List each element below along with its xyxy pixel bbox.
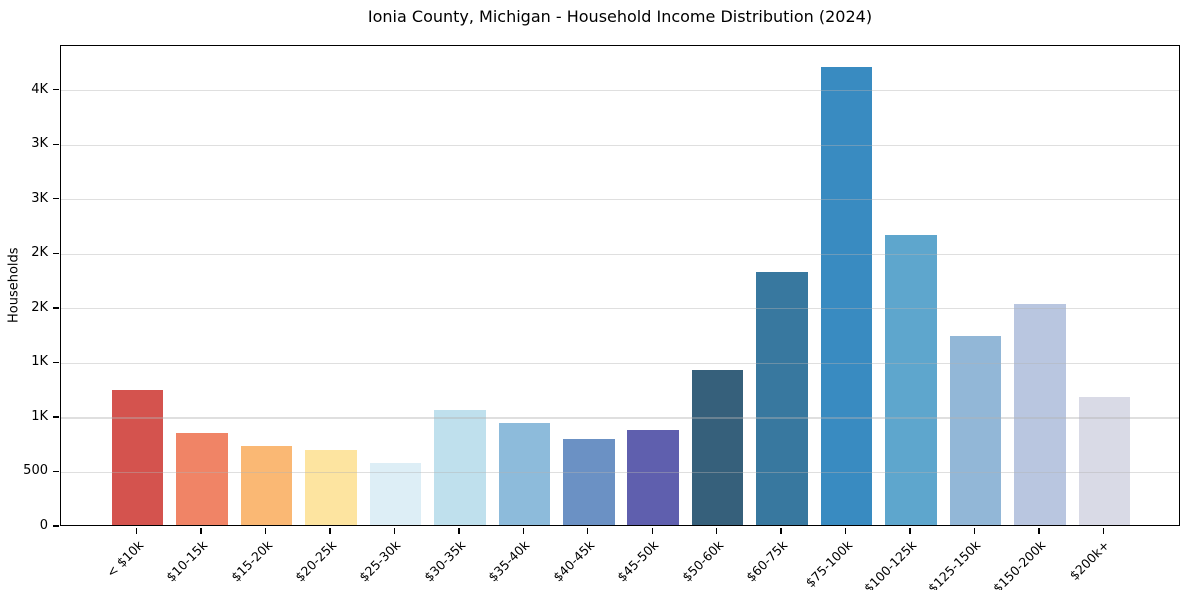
x-tick [1038,527,1040,534]
bar-$10-15k [176,432,228,525]
gridline [61,417,1179,419]
y-tick-label: 2K [31,299,48,315]
bar-$30-35k [434,409,486,525]
x-tick [651,527,653,534]
y-tick [52,198,59,200]
x-tick [973,527,976,534]
bar-$100-125k [885,235,937,525]
y-tick [52,470,59,473]
x-tick [458,527,460,534]
bar-< $10k [111,390,164,525]
x-tick [200,527,202,534]
gridline [61,90,1179,92]
x-tick [844,527,847,534]
y-tick-label: 3K [31,190,48,206]
x-tick [587,527,589,534]
y-tick-label: 1K [31,354,48,370]
y-tick-label: 1K [31,408,48,424]
gridline [61,253,1179,255]
bar-$150-200k [1014,304,1066,525]
x-tick [329,527,331,534]
y-tick-label: 4K [31,81,48,97]
gridline [61,308,1179,310]
x-tick-label: < $10k [103,537,146,581]
y-tick-label: 500 [23,463,48,479]
gridline [61,144,1179,146]
bar-$35-40k [498,423,551,525]
x-tick [393,527,396,534]
y-tick [52,525,59,527]
x-tick [1102,527,1104,534]
bar-$25-30k [369,463,422,525]
y-tick [52,89,59,91]
x-tick [780,527,782,534]
y-tick [52,252,59,254]
y-tick [52,143,59,145]
y-tick [52,307,59,309]
bar-$40-45k [563,439,615,525]
bar-$125-150k [949,336,1002,525]
bar-$50-60k [691,370,744,525]
x-tick [264,527,267,534]
x-tick [909,527,911,534]
y-tick-label: 2K [31,245,48,261]
y-axis-title: Households [6,247,22,324]
bar-$20-25k [305,449,357,525]
gridline [61,199,1179,201]
bar-$45-50k [627,429,679,525]
bar-$15-20k [240,445,293,525]
y-tick [52,361,59,364]
gridline [61,362,1179,364]
gridline [61,471,1179,474]
plot-area [60,45,1180,526]
y-tick [52,416,59,418]
y-tick-label: 3K [31,136,48,152]
bar-$60-75k [756,271,808,525]
x-tick [715,527,718,534]
y-tick-label: 0 [39,518,48,533]
x-tick [522,527,525,534]
x-tick [135,527,138,534]
bar-$75-100k [820,66,873,525]
chart-title: Ionia County, Michigan - Household Incom… [367,7,873,26]
bar-$200k+ [1078,397,1131,525]
